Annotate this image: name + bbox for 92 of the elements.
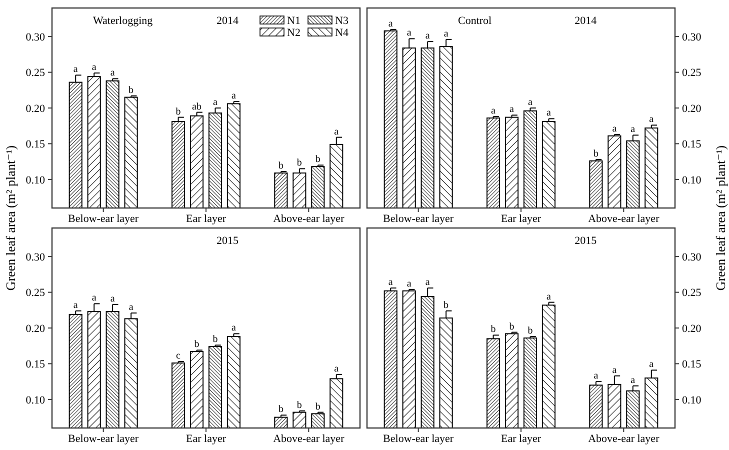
data-label: a <box>594 370 599 382</box>
data-label: a <box>110 68 116 79</box>
x-tick-label: Ear layer <box>501 433 542 445</box>
data-label: a <box>73 300 78 311</box>
data-label: b <box>315 401 320 412</box>
data-label: b <box>444 300 449 311</box>
y-tick-label: 0.15 <box>26 138 46 151</box>
data-label: b <box>278 404 284 416</box>
y-tick-label: 0.25 <box>682 287 702 300</box>
data-label: a <box>128 302 134 313</box>
x-tick-label: Below-ear layer <box>68 213 139 225</box>
data-label: a <box>444 28 449 40</box>
y-axis-title: Green leaf area (m² plant⁻¹) <box>713 145 728 291</box>
data-label: a <box>630 124 636 136</box>
data-label: a <box>425 277 430 288</box>
data-label: a <box>231 322 236 334</box>
data-label: b <box>128 84 134 96</box>
data-label: a <box>406 28 412 39</box>
y-tick-label: 0.15 <box>682 358 702 371</box>
x-tick-label: Below-ear layer <box>383 213 454 225</box>
x-tick-label: Above-ear layer <box>273 213 345 225</box>
data-label: a <box>73 64 78 76</box>
y-tick-label: 0.15 <box>26 358 46 371</box>
y-axis-title: Green leaf area (m² plant⁻¹) <box>3 145 18 291</box>
data-label: b <box>315 154 320 166</box>
data-label: a <box>406 278 412 290</box>
data-label: b <box>194 339 200 350</box>
data-label: b <box>528 326 533 337</box>
x-tick-label: Above-ear layer <box>273 433 345 445</box>
text: Control <box>458 15 492 27</box>
data-label: b <box>593 148 598 160</box>
data-label: a <box>649 114 654 126</box>
x-tick-label: Ear layer <box>186 213 226 225</box>
data-label: b <box>490 324 496 336</box>
y-tick-label: 0.30 <box>682 251 702 264</box>
data-label: a <box>546 108 552 119</box>
data-label: a <box>491 106 496 117</box>
text: 2014 <box>216 15 240 27</box>
y-tick-label: 0.20 <box>26 322 46 335</box>
data-label: a <box>546 291 552 302</box>
data-label: a <box>334 363 340 374</box>
x-tick-label: Above-ear layer <box>588 433 660 445</box>
data-label: a <box>334 126 340 138</box>
data-label: a <box>92 292 97 304</box>
data-label: a <box>510 104 515 116</box>
y-tick-label: 0.20 <box>682 322 702 335</box>
data-label: b <box>509 321 514 332</box>
data-label: b <box>296 400 302 411</box>
data-label: a <box>528 97 534 108</box>
data-label: a <box>213 97 218 108</box>
data-label: a <box>110 293 116 304</box>
x-tick-label: Below-ear layer <box>68 433 139 445</box>
y-tick-label: 0.25 <box>26 287 46 300</box>
data-label: b <box>212 334 218 346</box>
data-label: c <box>176 350 182 362</box>
y-tick-label: 0.10 <box>682 394 702 406</box>
data-label: a <box>231 90 236 102</box>
data-label: ab <box>192 101 202 112</box>
y-tick-label: 0.10 <box>26 394 46 406</box>
data-label: a <box>612 364 618 376</box>
data-label: b <box>296 158 302 169</box>
y-tick-label: 0.30 <box>26 251 46 264</box>
legend-label: N3 <box>335 14 349 27</box>
y-tick-label: 0.20 <box>682 102 702 115</box>
y-tick-label: 0.30 <box>682 31 702 44</box>
x-tick-label: Ear layer <box>186 433 226 445</box>
text: 2015 <box>574 235 598 247</box>
text: 2014 <box>574 15 598 27</box>
x-tick-label: Above-ear layer <box>588 213 660 225</box>
data-label: a <box>388 18 394 30</box>
y-tick-label: 0.10 <box>26 174 46 186</box>
data-label: b <box>278 160 284 172</box>
legend-label: N1 <box>287 14 300 27</box>
y-tick-label: 0.30 <box>26 31 46 44</box>
data-label: a <box>649 359 654 370</box>
y-tick-label: 0.20 <box>26 102 46 115</box>
data-label: a <box>425 30 430 42</box>
legend-label: N2 <box>287 26 300 39</box>
data-label: a <box>92 62 97 73</box>
data-label: b <box>176 106 181 118</box>
data-label: a <box>388 277 394 288</box>
y-tick-label: 0.15 <box>682 138 702 151</box>
data-label: a <box>630 374 636 386</box>
y-tick-label: 0.25 <box>682 67 702 80</box>
data-label: a <box>612 123 618 134</box>
legend-label: N4 <box>335 26 349 39</box>
text: 2015 <box>216 235 240 247</box>
x-tick-label: Ear layer <box>501 213 542 225</box>
x-tick-label: Below-ear layer <box>383 433 454 445</box>
text: Waterlogging <box>93 15 154 27</box>
y-tick-label: 0.10 <box>682 174 702 186</box>
y-tick-label: 0.25 <box>26 67 46 80</box>
